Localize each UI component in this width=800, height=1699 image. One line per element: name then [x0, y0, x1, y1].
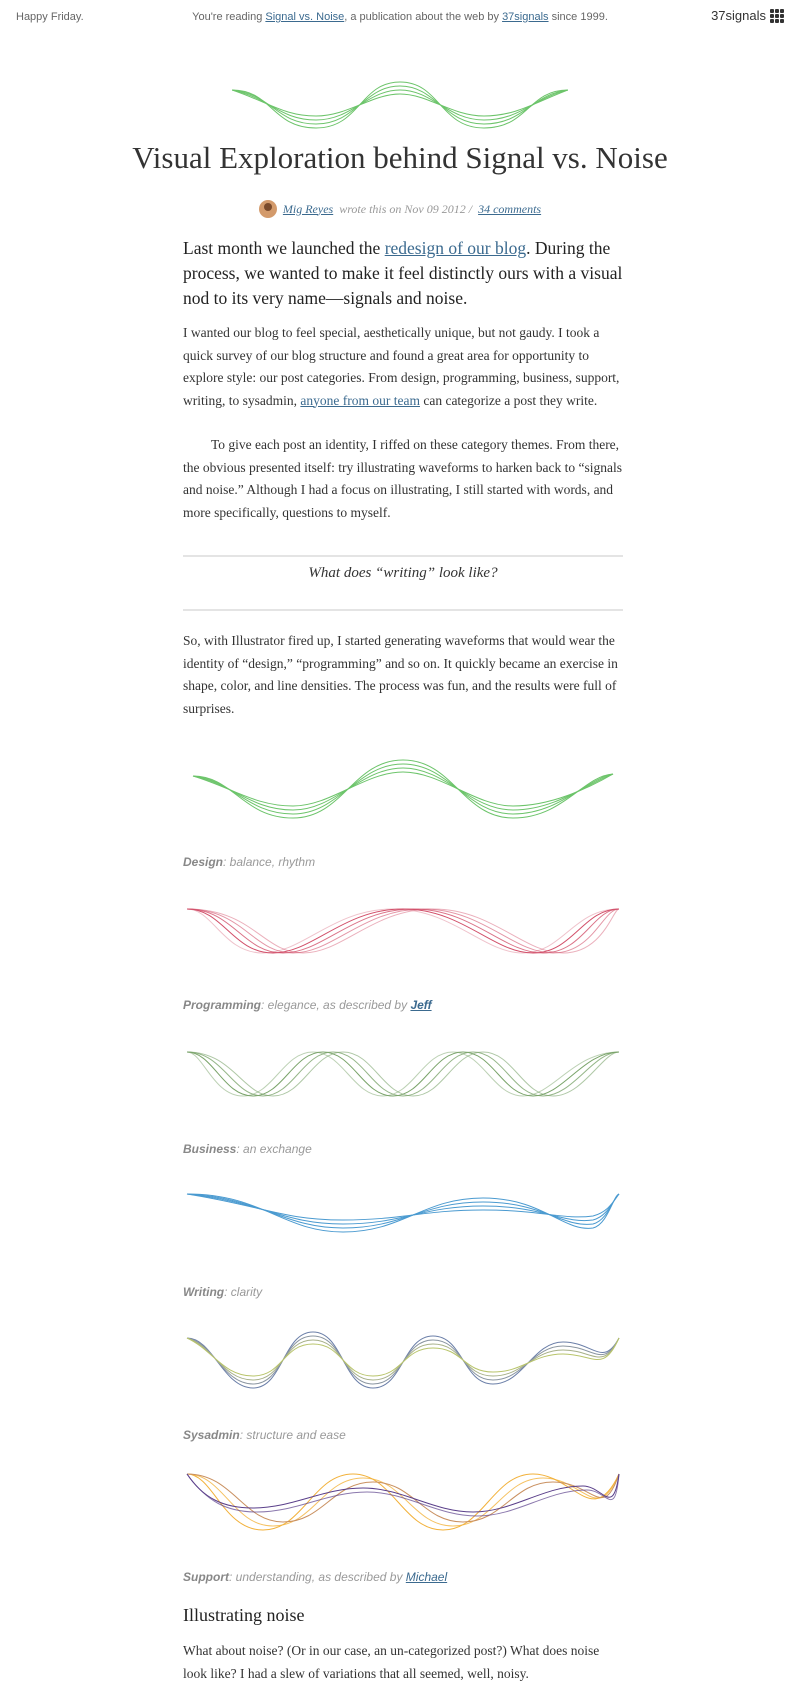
lede-paragraph: Last month we launched the redesign of o…: [183, 236, 623, 311]
caption-support-label: Support: [183, 1570, 229, 1584]
reading-middle: , a publication about the web by: [344, 11, 499, 23]
redesign-link[interactable]: redesign of our blog: [384, 238, 527, 258]
lede-text-before: Last month we launched the: [183, 238, 381, 258]
caption-sysadmin: Sysadmin: structure and ease: [183, 1428, 623, 1442]
caption-support-text: : understanding, as described by: [229, 1570, 403, 1584]
company-link[interactable]: 37signals: [502, 11, 549, 23]
top-bar: Happy Friday. You're reading Signal vs. …: [0, 0, 800, 36]
caption-sysadmin-label: Sysadmin: [183, 1428, 240, 1442]
caption-business-text: : an exchange: [236, 1142, 312, 1156]
jeff-link[interactable]: Jeff: [410, 998, 432, 1012]
hero-wave-graphic: [232, 81, 568, 129]
paragraph-2: To give each post an identity, I riffed …: [183, 437, 623, 520]
byline-text: wrote this on Nov 09 2012 /: [339, 201, 473, 216]
comments-link[interactable]: 34 comments: [478, 201, 542, 216]
brand-link[interactable]: 37signals: [711, 8, 784, 23]
caption-writing: Writing: clarity: [183, 1285, 623, 1299]
design-wave-graphic: [192, 759, 614, 819]
author-link[interactable]: Mig Reyes: [282, 201, 334, 216]
caption-writing-text: : clarity: [224, 1285, 263, 1299]
caption-sysadmin-text: : structure and ease: [239, 1428, 346, 1442]
caption-programming-label: Programming: [183, 998, 262, 1012]
brand-name: 37signals: [711, 8, 766, 23]
37signals-dots-icon: [770, 8, 784, 23]
support-wave-graphic: [186, 1473, 620, 1531]
caption-business: Business: an exchange: [183, 1142, 623, 1156]
article-title: Visual Exploration behind Signal vs. Noi…: [132, 140, 668, 175]
pullquote-divider-top: [183, 555, 623, 557]
pullquote: What does “writing” look like?: [308, 565, 498, 581]
caption-design: Design: balance, rhythm: [183, 855, 623, 869]
publication-link[interactable]: Signal vs. Noise: [265, 11, 345, 23]
byline: Mig Reyes wrote this on Nov 09 2012 / 34…: [0, 200, 800, 218]
paragraph-1: I wanted our blog to feel special, aesth…: [183, 322, 623, 412]
team-link[interactable]: anyone from our team: [300, 392, 420, 408]
p1-text-before: I wanted our blog to feel special, aesth…: [183, 325, 620, 408]
caption-design-label: Design: [183, 855, 224, 869]
caption-programming: Programming: elegance, as described by J…: [183, 998, 623, 1012]
section-heading: Illustrating noise: [183, 1605, 305, 1625]
greeting-text: Happy Friday.: [16, 11, 84, 23]
caption-writing-label: Writing: [183, 1285, 225, 1299]
reading-notice: You're reading Signal vs. Noise, a publi…: [0, 11, 800, 23]
business-wave-graphic: [186, 1051, 620, 1097]
sysadmin-wave-graphic: [186, 1331, 620, 1389]
writing-wave-graphic: [186, 1193, 620, 1233]
caption-support: Support: understanding, as described by …: [183, 1570, 623, 1584]
paragraph-4: What about noise? (Or in our case, an un…: [183, 1643, 600, 1681]
lede-text-after: . During the process, we wanted to make …: [183, 238, 623, 308]
reading-suffix: since 1999.: [551, 11, 608, 23]
caption-business-label: Business: [183, 1142, 237, 1156]
reading-prefix: You're reading: [192, 11, 263, 23]
p1-text-after: can categorize a post they write.: [423, 392, 598, 408]
pullquote-divider-bottom: [183, 609, 623, 611]
paragraph-3: So, with Illustrator fired up, I started…: [183, 633, 618, 716]
author-avatar: [258, 200, 277, 218]
programming-wave-graphic: [186, 908, 620, 954]
caption-design-text: : balance, rhythm: [223, 855, 316, 869]
michael-link[interactable]: Michael: [405, 1570, 448, 1584]
caption-programming-text: : elegance, as described by: [261, 998, 408, 1012]
